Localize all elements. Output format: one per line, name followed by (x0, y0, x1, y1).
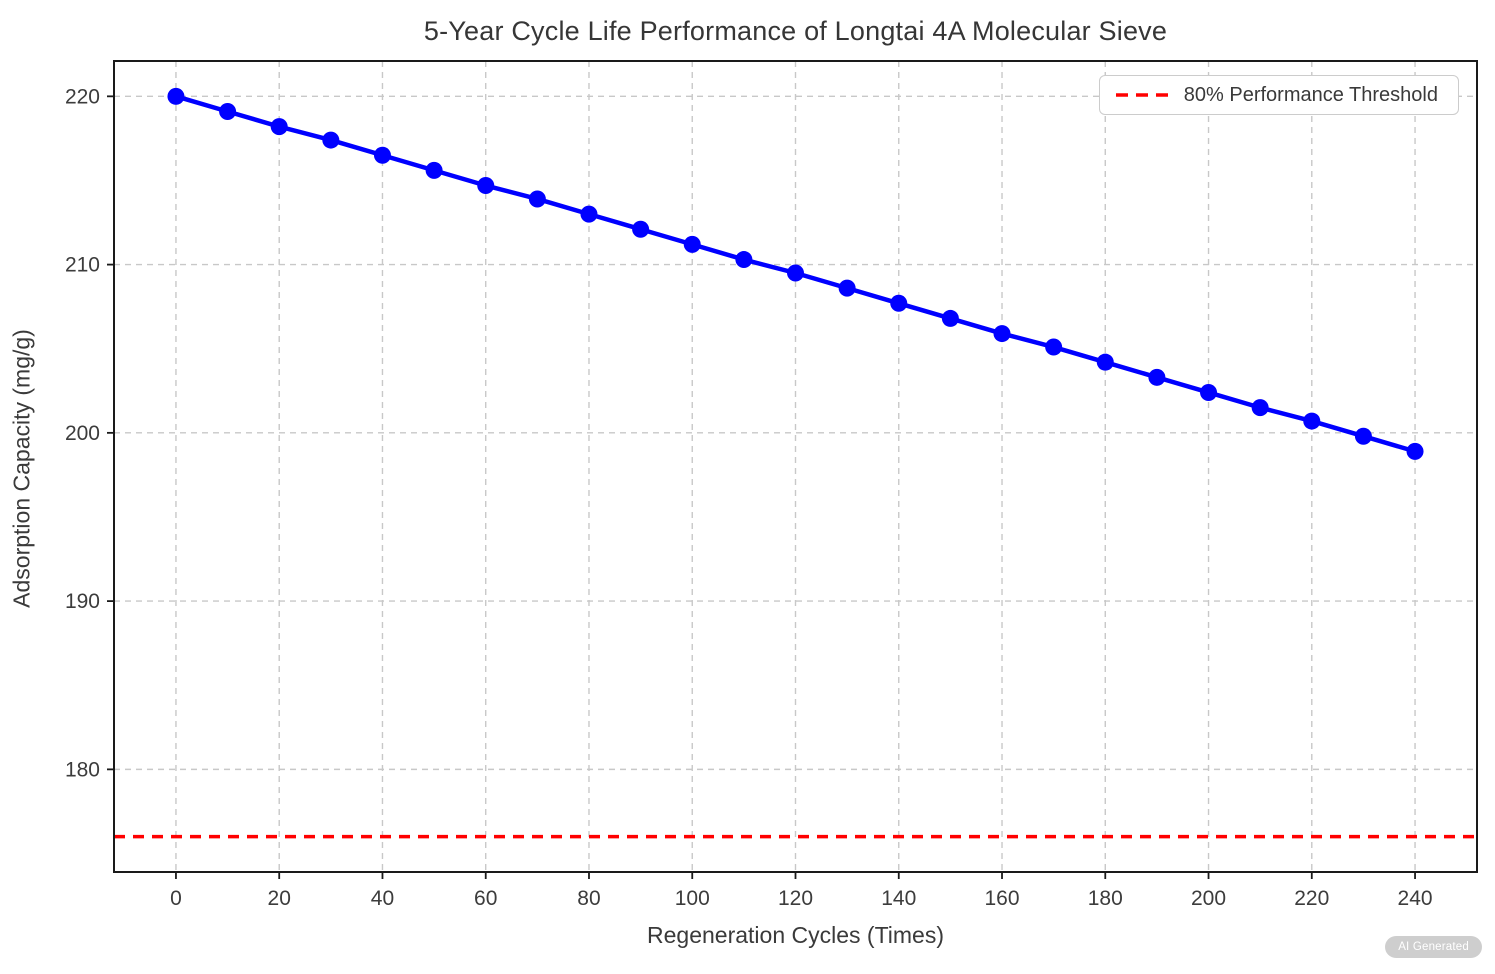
y-tick-label: 210 (65, 254, 100, 277)
y-tick-label: 200 (65, 422, 100, 445)
data-point (270, 118, 288, 136)
data-point (322, 131, 340, 149)
y-tick-label: 220 (65, 85, 100, 108)
data-point (373, 146, 391, 164)
data-point (1045, 338, 1063, 356)
data-point (219, 102, 237, 120)
x-tick-label: 0 (170, 887, 182, 910)
legend-label: 80% Performance Threshold (1183, 83, 1438, 106)
ai-generated-badge: AI Generated (1385, 936, 1482, 958)
x-tick-label: 140 (881, 887, 916, 910)
x-tick-label: 200 (1191, 887, 1226, 910)
data-point (1354, 427, 1372, 445)
data-point (735, 251, 753, 269)
legend-dashed-line-sample (1115, 93, 1168, 97)
x-tick-label: 60 (474, 887, 497, 910)
data-point (167, 87, 185, 105)
x-tick-label: 20 (268, 887, 291, 910)
x-axis-label: Regeneration Cycles (Times) (647, 922, 944, 948)
x-tick-label: 220 (1294, 887, 1329, 910)
x-tick-label: 120 (778, 887, 813, 910)
data-point (993, 325, 1011, 343)
data-point (580, 205, 598, 223)
y-axis-label: Adsorption Capacity (mg/g) (8, 329, 35, 608)
data-point (1251, 399, 1269, 417)
data-point (528, 190, 546, 208)
data-point (890, 294, 908, 312)
data-point (425, 161, 443, 179)
data-point (787, 264, 804, 282)
x-tick-label: 160 (984, 887, 1019, 910)
x-tick-label: 80 (577, 887, 600, 910)
data-point (838, 279, 856, 297)
data-point (1096, 353, 1114, 371)
x-tick-label: 100 (675, 887, 710, 910)
data-point (683, 235, 701, 253)
x-tick-label: 40 (371, 887, 394, 910)
data-point (632, 220, 650, 238)
legend-box: 80% Performance Threshold (1098, 75, 1459, 115)
data-point (477, 177, 495, 195)
data-point (1303, 412, 1321, 430)
data-point (941, 309, 959, 327)
chart-title: 5-Year Cycle Life Performance of Longtai… (423, 16, 1168, 46)
x-tick-label: 180 (1088, 887, 1123, 910)
data-point (1148, 368, 1166, 386)
data-point (1200, 383, 1218, 401)
x-tick-label: 240 (1398, 887, 1433, 910)
y-tick-label: 180 (65, 758, 100, 781)
data-point (1406, 442, 1424, 460)
y-tick-label: 190 (65, 590, 100, 613)
